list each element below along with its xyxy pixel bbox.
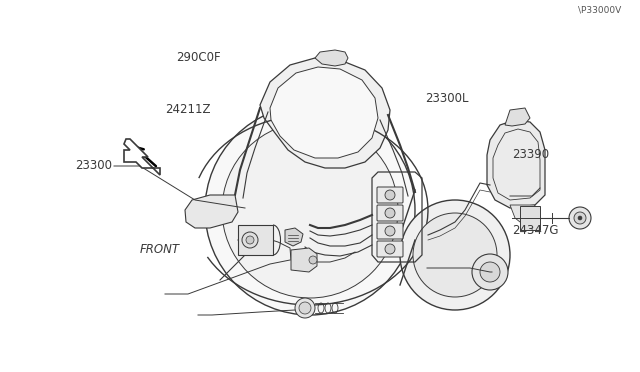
Circle shape <box>574 212 586 224</box>
Text: 23300: 23300 <box>75 159 112 172</box>
Polygon shape <box>291 248 317 272</box>
Circle shape <box>578 216 582 220</box>
Polygon shape <box>270 67 378 158</box>
FancyBboxPatch shape <box>377 205 403 221</box>
Polygon shape <box>260 58 390 168</box>
Circle shape <box>385 244 395 254</box>
FancyBboxPatch shape <box>377 187 403 203</box>
Circle shape <box>480 262 500 282</box>
FancyBboxPatch shape <box>520 206 540 230</box>
Circle shape <box>222 122 398 298</box>
Polygon shape <box>285 228 303 246</box>
Circle shape <box>385 208 395 218</box>
Circle shape <box>246 236 254 244</box>
FancyBboxPatch shape <box>377 223 403 239</box>
Circle shape <box>205 105 415 315</box>
Text: 290C0F: 290C0F <box>176 51 221 64</box>
Polygon shape <box>487 120 545 208</box>
Circle shape <box>299 302 311 314</box>
Circle shape <box>385 226 395 236</box>
Polygon shape <box>238 225 273 255</box>
Text: 23300L: 23300L <box>426 92 469 105</box>
Circle shape <box>295 298 315 318</box>
Circle shape <box>400 200 510 310</box>
Polygon shape <box>124 139 160 175</box>
Text: 23390: 23390 <box>512 148 549 161</box>
Text: 24347G: 24347G <box>512 224 559 237</box>
Polygon shape <box>505 108 530 126</box>
Text: FRONT: FRONT <box>140 244 179 256</box>
Circle shape <box>385 190 395 200</box>
Circle shape <box>413 213 497 297</box>
Polygon shape <box>185 195 238 228</box>
Polygon shape <box>510 205 535 222</box>
FancyBboxPatch shape <box>377 241 403 257</box>
Circle shape <box>569 207 591 229</box>
Text: \P33000V: \P33000V <box>577 5 621 14</box>
Circle shape <box>242 232 258 248</box>
Circle shape <box>472 254 508 290</box>
Circle shape <box>309 256 317 264</box>
Text: 24211Z: 24211Z <box>165 103 211 116</box>
Polygon shape <box>315 50 348 66</box>
